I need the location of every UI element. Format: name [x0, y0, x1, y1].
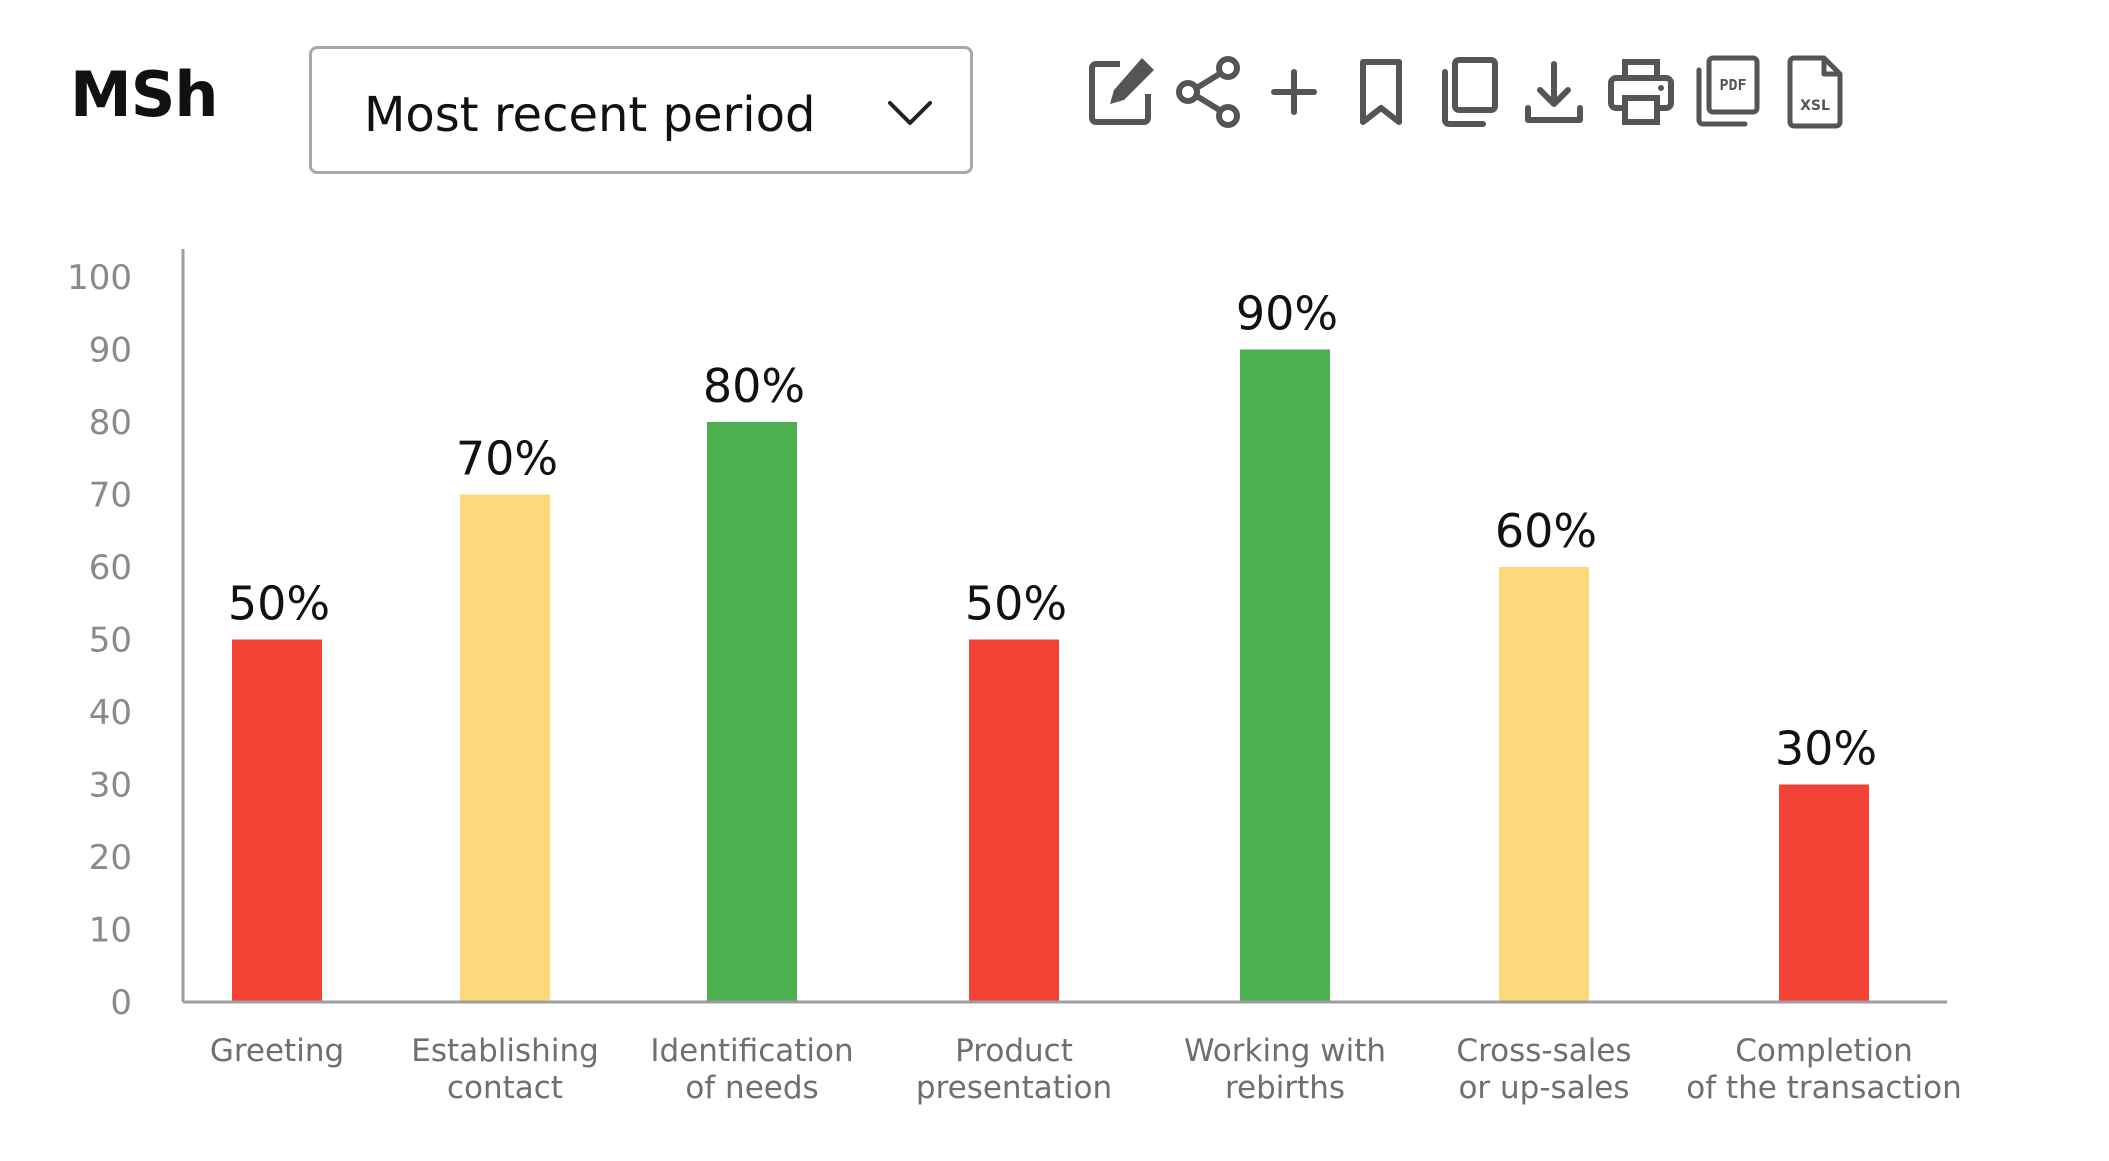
y-axis-ticks: 0 10 20 30 40 50 60 70 80 90 100 — [67, 258, 132, 1023]
bookmark-icon — [1360, 59, 1402, 125]
chevron-down-icon — [888, 101, 932, 125]
bar[interactable] — [1779, 784, 1869, 1003]
y-tick-label: 100 — [67, 258, 132, 298]
bar-value-label: 60% — [1495, 504, 1597, 558]
copy-button[interactable] — [1425, 50, 1509, 134]
bar-value-label: 30% — [1775, 722, 1877, 776]
bar[interactable] — [232, 639, 322, 1003]
print-button[interactable] — [1599, 50, 1683, 134]
edit-button[interactable] — [1080, 50, 1164, 134]
bar-value-labels: 50% 70% 80% 50% 90% 60% 30% — [228, 287, 1877, 776]
y-tick-label: 70 — [89, 476, 132, 516]
x-category-label: Completion of the transaction — [1686, 1033, 1962, 1106]
bar-value-label: 50% — [965, 577, 1067, 631]
xsl-button[interactable]: XSL — [1772, 50, 1856, 134]
copy-icon — [1442, 57, 1498, 127]
bar[interactable] — [969, 639, 1059, 1003]
y-tick-label: 40 — [89, 693, 132, 733]
x-axis-labels: Greeting Establishing contact Identificatio… — [210, 1033, 1962, 1106]
share-button[interactable] — [1166, 50, 1250, 134]
x-category-label: Cross-sales or up-sales — [1456, 1033, 1631, 1106]
bars — [232, 349, 1869, 1003]
bar-value-label: 70% — [456, 432, 558, 486]
x-category-label: Working with rebirths — [1184, 1033, 1386, 1106]
bar[interactable] — [460, 494, 550, 1003]
y-tick-label: 0 — [110, 983, 132, 1023]
period-select[interactable]: Most recent period — [309, 46, 973, 174]
add-icon — [1271, 69, 1317, 115]
period-select-value: Most recent period — [364, 87, 816, 143]
page-title: MSh — [70, 58, 218, 131]
x-category-label: Identification of needs — [650, 1033, 853, 1106]
bar[interactable] — [1499, 567, 1589, 1002]
bar[interactable] — [1240, 349, 1330, 1003]
bar-chart: 0 10 20 30 40 50 60 70 80 90 100 50% 70% 80% 50% 90% 60… — [0, 190, 2109, 1161]
share-icon — [1176, 56, 1240, 128]
toolbar: PDF XSL — [1080, 50, 2100, 140]
y-tick-label: 90 — [89, 331, 132, 371]
bar-chart-svg: 0 10 20 30 40 50 60 70 80 90 100 50% 70% 80% 50% 90% 60… — [67, 249, 1962, 1106]
print-icon — [1608, 59, 1674, 125]
y-tick-label: 30 — [89, 766, 132, 806]
bar-value-label: 80% — [703, 359, 805, 413]
header: MSh Most recent period — [0, 0, 2109, 190]
download-button[interactable] — [1512, 50, 1596, 134]
x-category-label: Greeting — [210, 1033, 344, 1069]
bar-value-label: 90% — [1236, 287, 1338, 341]
y-tick-label: 80 — [89, 403, 132, 443]
pdf-button[interactable]: PDF — [1685, 50, 1769, 134]
x-category-label: Establishing contact — [411, 1033, 599, 1106]
bookmark-button[interactable] — [1339, 50, 1423, 134]
edit-icon — [1089, 58, 1154, 125]
download-icon — [1525, 61, 1583, 123]
add-button[interactable] — [1252, 50, 1336, 134]
bar[interactable] — [707, 422, 797, 1002]
pdf-icon: PDF — [1696, 55, 1760, 127]
y-tick-label: 10 — [89, 911, 132, 951]
y-tick-label: 50 — [89, 621, 132, 661]
bar-value-label: 50% — [228, 577, 330, 631]
x-category-label: Product presentation — [916, 1033, 1112, 1106]
pdf-icon-label: PDF — [1719, 76, 1746, 94]
y-tick-label: 60 — [89, 548, 132, 588]
y-tick-label: 20 — [89, 838, 132, 878]
xsl-icon: XSL — [1787, 55, 1843, 129]
xsl-icon-label: XSL — [1800, 98, 1830, 114]
